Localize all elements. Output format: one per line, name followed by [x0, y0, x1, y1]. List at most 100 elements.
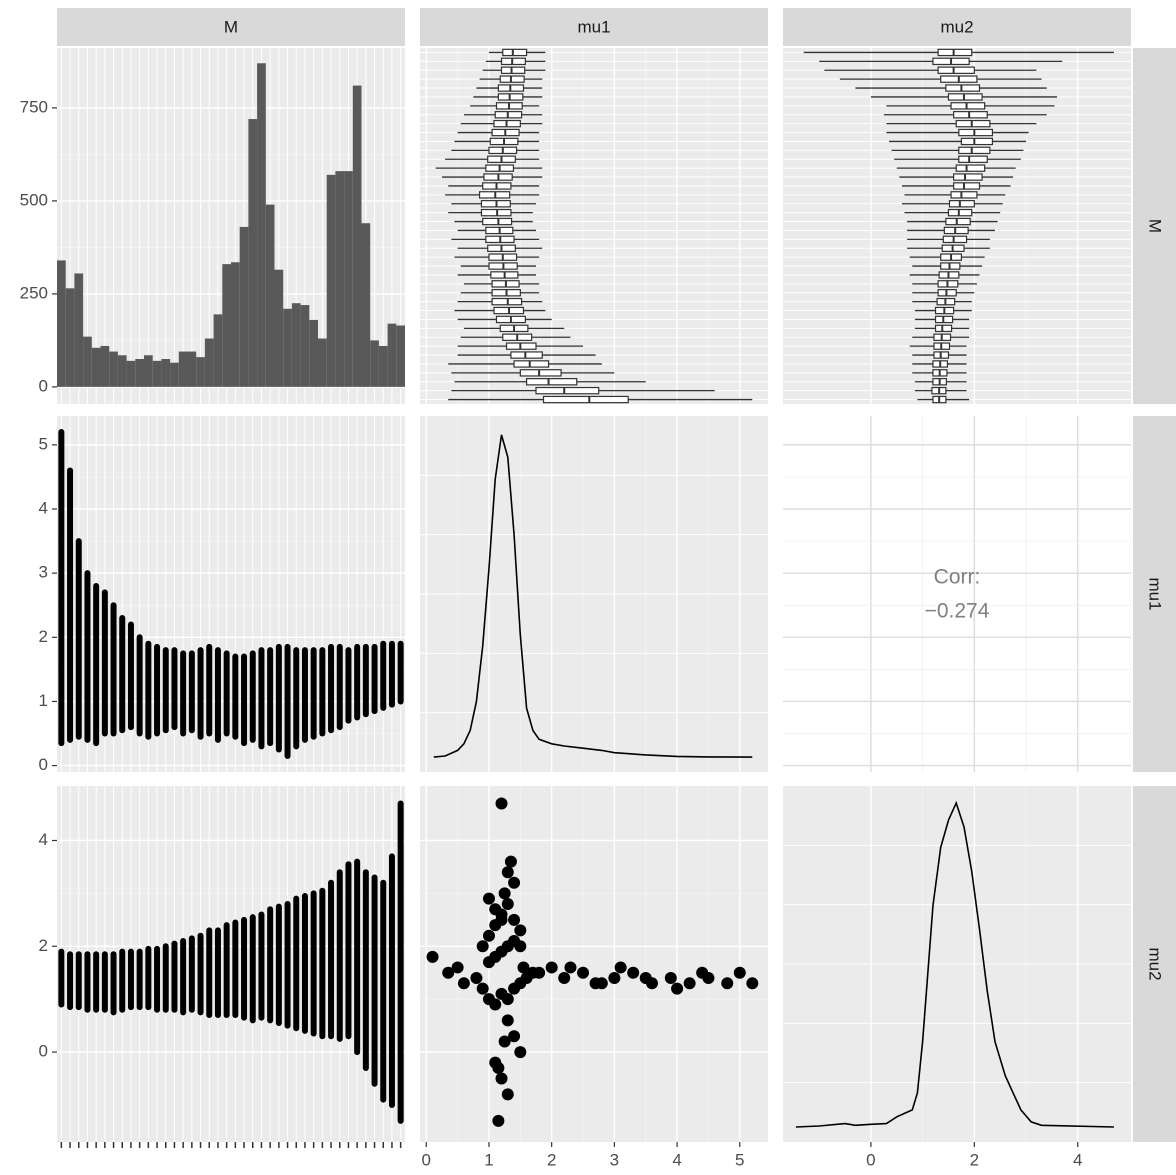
point-strip	[214, 927, 221, 1019]
scatter-point	[733, 966, 746, 979]
point-strip	[154, 945, 161, 1013]
point-strip	[336, 869, 343, 1042]
scatter-point	[501, 897, 514, 910]
histogram-bar	[352, 85, 362, 387]
density-curve	[433, 434, 753, 758]
scatter-point	[514, 1046, 527, 1059]
histogram-bar	[257, 63, 266, 387]
scatter-point	[504, 855, 517, 868]
histogram-bar	[213, 314, 223, 387]
histogram-bar	[83, 336, 92, 387]
point-strip	[293, 895, 300, 1032]
scatter-point	[746, 977, 759, 990]
scatter-point	[495, 797, 508, 810]
point-strip	[162, 943, 169, 1013]
point-strip	[119, 948, 126, 1013]
histogram-bar	[170, 362, 179, 387]
point-strip	[58, 948, 65, 1008]
scatter-point	[457, 977, 470, 990]
point-strip	[293, 647, 300, 750]
histogram-bar	[283, 308, 292, 387]
histogram-bar	[300, 305, 310, 387]
histogram-bar	[65, 288, 75, 387]
point-strip	[345, 647, 352, 724]
x-tick-label: 0	[866, 1150, 875, 1169]
point-strip	[110, 951, 117, 1016]
x-tick-label: 3	[610, 1150, 619, 1169]
point-strip	[397, 800, 404, 1124]
histogram-bar	[161, 358, 171, 387]
histogram-bar	[387, 323, 397, 387]
box	[947, 208, 973, 217]
point-strip	[284, 643, 291, 759]
box	[519, 369, 562, 377]
x-tick-label: 2	[970, 1150, 979, 1169]
scatter-point	[721, 977, 734, 990]
strip-top	[783, 8, 1131, 46]
scatter-point	[696, 966, 709, 979]
y-tick-label: 4	[39, 498, 48, 517]
point-strip	[249, 650, 256, 743]
histogram-bar	[178, 351, 188, 387]
scatter-point	[683, 977, 696, 990]
scatter-point	[489, 998, 502, 1011]
x-tick-label: 4	[1073, 1150, 1082, 1169]
point-strip	[275, 903, 282, 1026]
point-strip	[162, 647, 169, 734]
y-tick-label: 2	[39, 936, 48, 955]
point-strip	[241, 916, 248, 1021]
scatter-point	[492, 1061, 505, 1074]
strip-label: M	[224, 17, 238, 36]
point-strip	[206, 927, 213, 1019]
point-strip	[354, 858, 361, 1056]
y-tick-label: 3	[39, 563, 48, 582]
scatter-point	[664, 972, 677, 985]
y-tick-label: 1	[39, 691, 48, 710]
histogram-bar	[265, 204, 275, 387]
point-strip	[371, 874, 378, 1087]
x-tick-label: 5	[735, 1150, 744, 1169]
point-strip	[58, 429, 65, 747]
scatter-point	[501, 866, 514, 879]
corr-text: Corr:	[934, 566, 981, 589]
point-strip	[101, 589, 108, 737]
x-tick-label: 2	[547, 1150, 556, 1169]
box	[943, 226, 969, 235]
scatter-point	[671, 982, 684, 995]
scatter-point	[482, 892, 495, 905]
box	[937, 66, 975, 74]
y-tick-label: 0	[39, 376, 48, 395]
box	[525, 378, 578, 386]
strip-top	[420, 8, 768, 46]
strip-label: mu1	[1146, 577, 1165, 610]
scatter-point	[627, 966, 640, 979]
y-tick-label: 5	[39, 434, 48, 453]
point-strip	[171, 647, 178, 731]
point-strip	[301, 647, 308, 743]
corr-panel	[783, 416, 1131, 772]
density-curve	[795, 800, 1114, 1128]
strip-top	[57, 8, 405, 46]
scatter-point	[426, 950, 439, 963]
panel-background	[420, 48, 768, 404]
point-strip	[232, 919, 239, 1019]
point-strip	[84, 951, 91, 1013]
box	[947, 93, 983, 101]
point-strip	[223, 922, 230, 1019]
point-strip	[75, 538, 82, 740]
histogram-bar	[57, 260, 66, 387]
scatter-point	[498, 887, 511, 900]
histogram-bar	[370, 340, 379, 387]
histogram-bar	[361, 223, 371, 387]
histogram-bar	[204, 338, 214, 387]
scatter-point	[451, 961, 464, 974]
point-strip	[154, 643, 161, 737]
strip-label: mu1	[577, 17, 610, 36]
scatter-point	[589, 977, 602, 990]
y-tick-label: 250	[20, 283, 48, 302]
histogram-bar	[222, 264, 231, 387]
box	[499, 75, 525, 83]
box	[948, 200, 975, 208]
